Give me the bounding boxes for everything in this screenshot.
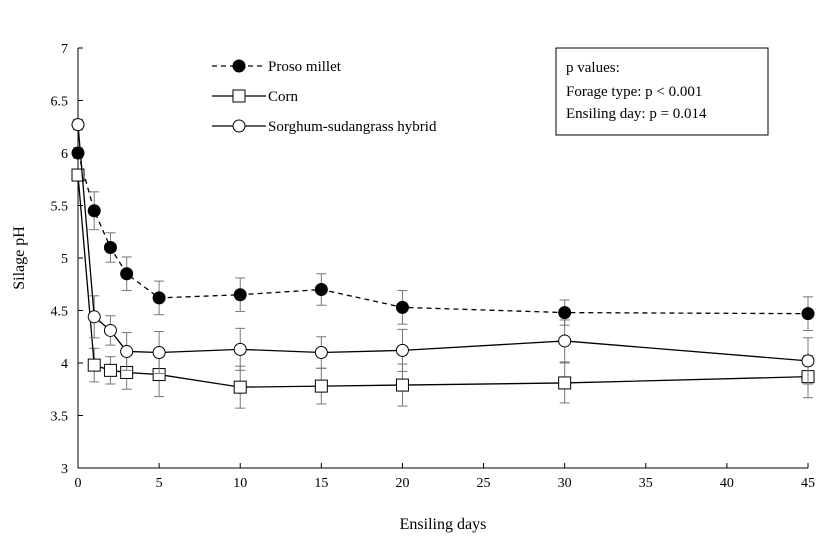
data-point <box>103 323 117 337</box>
data-point <box>71 146 85 160</box>
data-point <box>558 306 572 320</box>
x-tick-label: 30 <box>558 476 572 491</box>
data-point <box>152 291 166 305</box>
legend-marker <box>232 89 246 103</box>
x-tick-label: 20 <box>395 476 409 491</box>
data-point <box>314 346 328 359</box>
data-point <box>87 204 101 218</box>
y-tick-label: 5 <box>61 252 68 267</box>
p-value-line: Ensiling day: p = 0.014 <box>566 106 707 122</box>
data-point <box>233 288 247 302</box>
legend-label: Corn <box>268 89 299 105</box>
data-point <box>558 334 572 348</box>
y-tick-label: 3 <box>61 462 68 477</box>
x-tick-label: 5 <box>156 476 163 491</box>
x-tick-label: 40 <box>720 476 734 491</box>
x-tick-label: 45 <box>801 476 815 491</box>
data-point <box>233 342 247 356</box>
y-tick-label: 4 <box>61 357 68 372</box>
data-point <box>152 346 166 359</box>
series-line-2 <box>77 124 809 362</box>
p-values-box <box>555 47 769 136</box>
x-tick-label: 35 <box>639 476 653 491</box>
series-line-0 <box>77 152 809 315</box>
data-point <box>395 343 409 357</box>
legend-marker <box>232 59 246 73</box>
y-tick-label: 5.5 <box>51 200 69 215</box>
data-point <box>71 168 85 182</box>
y-tick-label: 7 <box>61 42 68 57</box>
data-point <box>314 379 328 393</box>
data-point <box>395 378 409 392</box>
data-point <box>71 118 85 132</box>
x-axis-label: Ensiling days <box>400 516 487 533</box>
x-tick-label: 0 <box>75 476 82 491</box>
y-tick-label: 6 <box>61 147 68 162</box>
data-point <box>801 307 815 321</box>
data-point <box>233 380 247 394</box>
legend-label: Proso millet <box>268 59 342 75</box>
data-point <box>558 376 572 390</box>
p-value-line: Forage type: p < 0.001 <box>566 84 702 100</box>
data-point <box>120 267 134 281</box>
data-point <box>314 283 328 296</box>
y-tick-label: 6.5 <box>51 95 69 110</box>
data-point <box>103 241 117 254</box>
data-point <box>801 354 815 368</box>
p-values-title: p values: <box>566 60 620 76</box>
series-line-1 <box>77 174 809 388</box>
legend-label: Sorghum-sudangrass hybrid <box>268 119 437 135</box>
x-tick-label: 25 <box>477 476 491 491</box>
data-point <box>103 363 117 377</box>
data-point <box>120 344 134 358</box>
y-axis-label: Silage pH <box>11 226 28 290</box>
y-tick-label: 4.5 <box>51 305 69 320</box>
data-point <box>87 310 101 324</box>
legend-marker <box>232 119 246 133</box>
x-tick-label: 15 <box>314 476 328 491</box>
x-tick-label: 10 <box>233 476 247 491</box>
data-point <box>395 300 409 314</box>
y-tick-label: 3.5 <box>51 410 69 425</box>
data-point <box>87 358 101 372</box>
